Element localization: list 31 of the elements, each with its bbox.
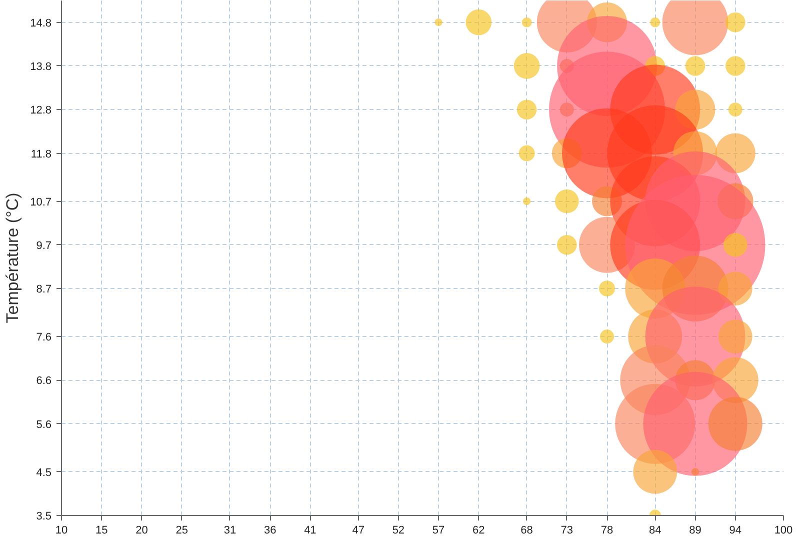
- x-tick-label: 62: [472, 524, 485, 536]
- y-tick-label: 10.7: [30, 196, 52, 208]
- y-tick-label: 12.8: [30, 104, 52, 117]
- x-tick-label: 25: [176, 524, 188, 536]
- x-tick-label: 36: [264, 524, 276, 536]
- y-tick-label: 3.5: [36, 510, 52, 522]
- x-tick-label: 84: [649, 524, 662, 536]
- x-tick-label: 57: [432, 524, 445, 536]
- x-tick-label: 10: [55, 524, 68, 536]
- y-tick-label: 6.6: [36, 375, 52, 388]
- y-tick-label: 11.8: [30, 148, 52, 160]
- x-tick-label: 41: [304, 524, 316, 536]
- x-tick-label: 73: [560, 524, 574, 536]
- y-tick-label: 5.6: [36, 418, 52, 431]
- x-tick-label: 20: [136, 524, 148, 536]
- y-tick-label: 13.8: [30, 60, 52, 73]
- x-tick-label: 31: [224, 524, 236, 536]
- x-tick-label: 47: [352, 524, 364, 536]
- y-tick-label: 8.7: [36, 284, 52, 296]
- x-tick-label: 78: [600, 524, 614, 536]
- y-axis-title: Température (°C): [3, 192, 22, 324]
- y-tick-label: 9.7: [36, 240, 52, 252]
- x-tick-label: 52: [392, 524, 405, 536]
- x-tick-label: 15: [95, 524, 108, 536]
- x-tick-label: 100: [774, 524, 793, 536]
- y-tick-label: 14.8: [30, 17, 52, 30]
- x-tick-label: 89: [689, 524, 702, 536]
- y-tick-label: 4.5: [36, 466, 52, 479]
- y-tick-label: 7.6: [36, 332, 52, 344]
- x-tick-label: 94: [729, 524, 742, 536]
- x-tick-label: 68: [520, 524, 533, 536]
